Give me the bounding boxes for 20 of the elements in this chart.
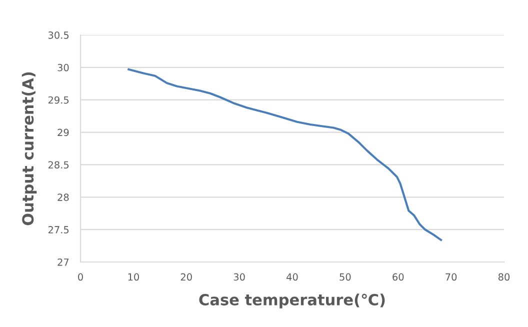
x-tick-label: 40 — [286, 273, 298, 281]
x-tick-label: 70 — [446, 273, 457, 281]
y-tick-label: 28 — [58, 194, 69, 201]
x-tick-label: 0 — [78, 273, 83, 281]
x-tick-label: 30 — [234, 273, 245, 281]
y-tick-label: 30.5 — [48, 31, 69, 39]
y-axis-title: Output current(A) — [22, 72, 37, 226]
y-tick-label: 29.5 — [48, 96, 69, 104]
x-tick-label: 50 — [340, 273, 351, 281]
y-tick-label: 27 — [58, 258, 69, 266]
y-tick-label: 27.5 — [48, 226, 69, 234]
y-tick-label: 30 — [58, 64, 69, 72]
x-tick-label: 60 — [392, 273, 404, 281]
y-tick-label: 28.5 — [48, 161, 69, 169]
x-tick-label: 10 — [128, 273, 139, 281]
line-series — [128, 68, 442, 241]
x-axis-title: Case temperature(℃) — [199, 294, 385, 308]
x-tick-label: 80 — [498, 273, 510, 281]
x-tick-label: 20 — [180, 273, 192, 281]
y-tick-label: 29 — [58, 128, 69, 136]
